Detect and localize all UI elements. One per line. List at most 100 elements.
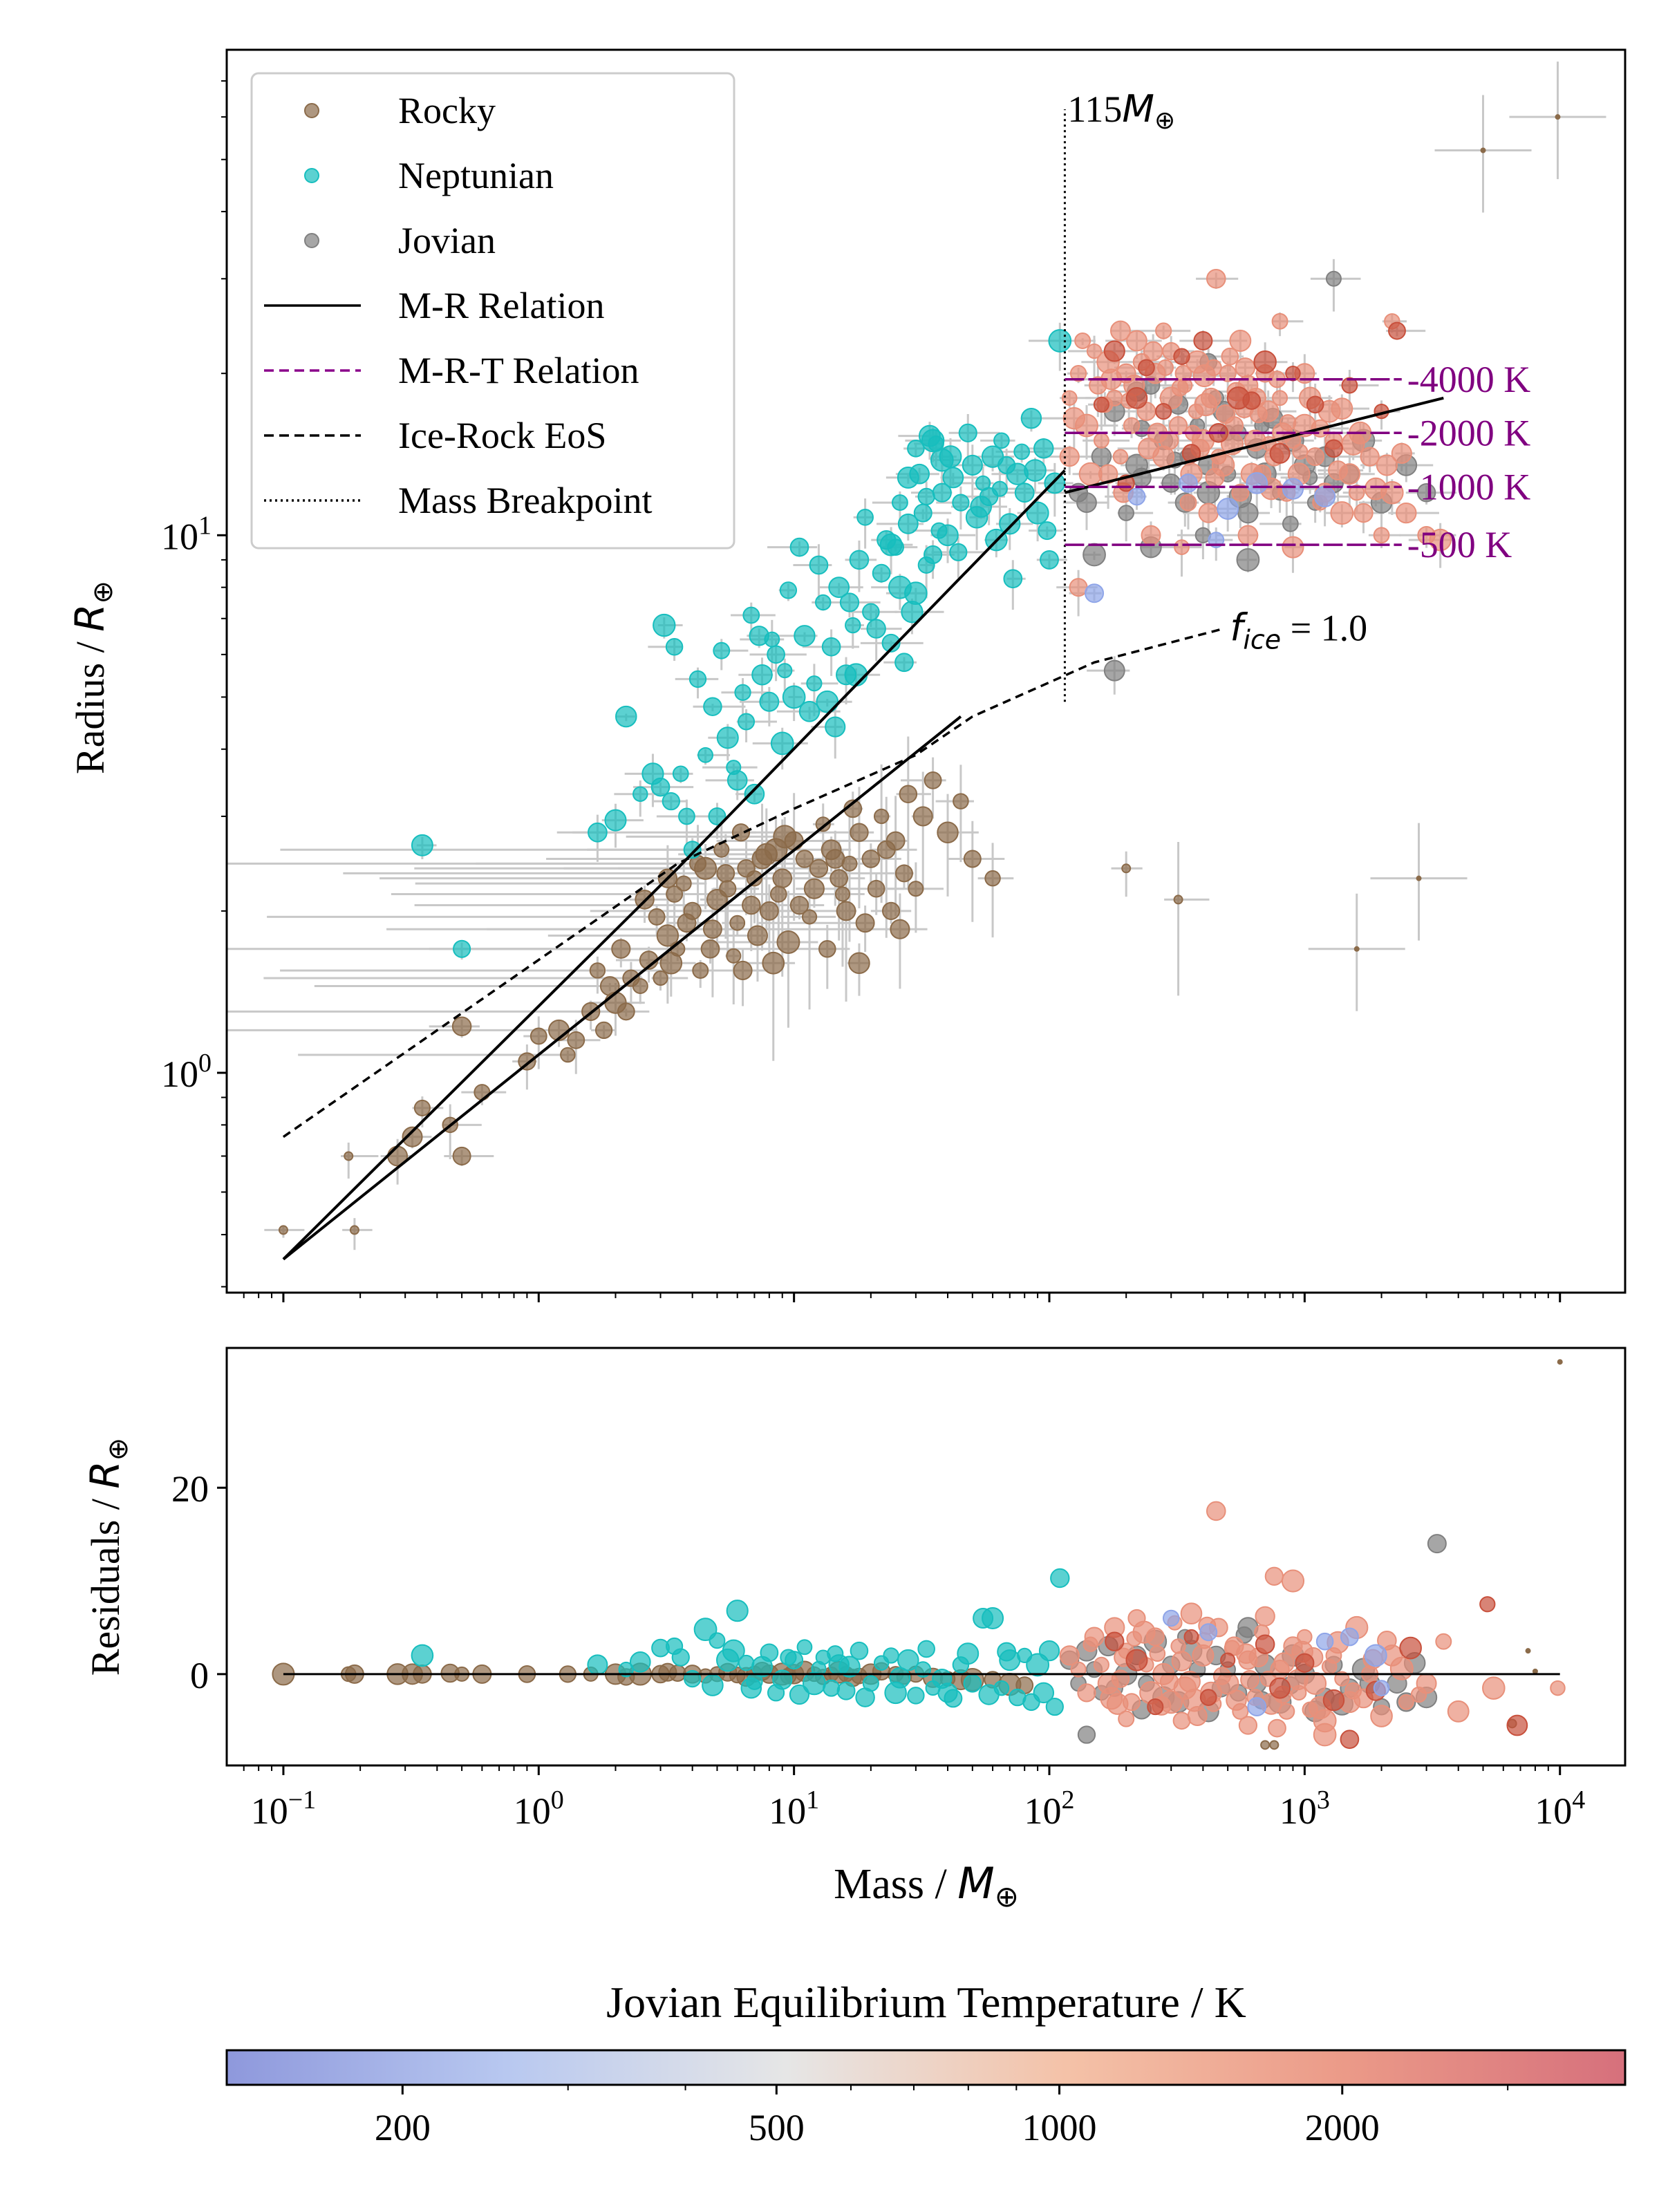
point-jovian-warm xyxy=(1112,449,1129,465)
point-jovian-warm xyxy=(1169,416,1188,435)
residual-y-axis-label: Residuals / R⊕ xyxy=(82,1438,134,1676)
point-rocky xyxy=(474,1084,491,1101)
point-rocky xyxy=(611,939,631,959)
point-jovian-warm xyxy=(1179,494,1197,512)
point-neptunian xyxy=(997,456,1016,475)
point-jovian-warm xyxy=(1272,390,1288,406)
point-neptunian xyxy=(958,423,977,442)
point-rocky xyxy=(789,895,809,915)
point-rocky xyxy=(855,913,875,933)
point-jovian-warm xyxy=(1271,312,1288,330)
point-neptunian xyxy=(615,705,637,728)
point-neptunian xyxy=(641,762,664,785)
point-rocky xyxy=(589,962,606,979)
point-neptunian xyxy=(917,487,935,506)
point-rocky xyxy=(692,962,709,979)
point-rocky xyxy=(713,841,730,858)
residual-point-neptunian xyxy=(1038,1640,1060,1662)
residual-point-jovian-warm xyxy=(1106,1693,1129,1715)
residual-point-neptunian xyxy=(740,1677,762,1699)
point-jovian-hot xyxy=(1093,396,1109,413)
legend: Rocky Neptunian Jovian M-R Relation M-R-T Re… xyxy=(250,72,735,550)
residual-point-jovian-warm xyxy=(1273,1652,1295,1674)
point-neptunian xyxy=(662,791,680,811)
point-rocky xyxy=(815,816,831,832)
point-jovian-warm xyxy=(1155,322,1172,339)
residual-point-jovian-hot xyxy=(1479,1596,1496,1613)
top-y-axis-label: Radius / R⊕ xyxy=(66,581,119,774)
colorbar-tick-label: 200 xyxy=(375,2107,431,2148)
point-rocky xyxy=(937,821,959,843)
point-jovian-warm xyxy=(1376,454,1398,476)
residual-point-jovian-warm xyxy=(1287,1669,1309,1691)
legend-frame xyxy=(250,72,735,550)
residual-point-neptunian xyxy=(629,1651,651,1673)
tick-base: 10 xyxy=(514,1790,551,1832)
residual-point-neptunian xyxy=(957,1642,980,1665)
point-jovian-hot xyxy=(1306,395,1324,414)
point-rocky xyxy=(795,850,814,868)
point-neptunian xyxy=(632,786,648,803)
point-rocky xyxy=(402,1126,423,1147)
tick-exp: 1 xyxy=(198,511,212,540)
colorbar-tick-label: 1000 xyxy=(1022,2107,1097,2148)
point-neptunian xyxy=(678,807,695,825)
point-rocky xyxy=(755,843,778,866)
residual-point-jovian-cool xyxy=(1199,1623,1218,1642)
residual-point-jovian-warm xyxy=(1255,1606,1275,1627)
point-neptunian xyxy=(897,467,919,489)
point-neptunian xyxy=(697,747,713,763)
legend-label: Ice-Rock EoS xyxy=(398,415,606,456)
residuals-panel: 020 10−1 100 101 102 103 104 Residuals / R⊕ M… xyxy=(82,1347,1627,1913)
y-tick-label: 100 xyxy=(161,1049,212,1095)
mrt-label: -500 K xyxy=(1407,524,1512,565)
point-jovian-hot xyxy=(1125,386,1148,409)
residual-point-neptunian xyxy=(796,1639,813,1656)
residual-point-neptunian xyxy=(850,1641,869,1660)
residual-point-jovian-warm xyxy=(1321,1658,1338,1675)
point-jovian-warm xyxy=(1349,485,1365,501)
point-neptunian xyxy=(1038,521,1057,541)
point-jovian-warm xyxy=(1360,447,1380,467)
point-neptunian xyxy=(828,577,850,599)
residual-point-jovian-hot xyxy=(1255,1634,1275,1654)
point-jovian-warm xyxy=(1396,502,1417,524)
residual-point-jovian-warm xyxy=(1370,1705,1393,1727)
point-jovian-cool xyxy=(1179,474,1198,493)
point-rocky xyxy=(567,1031,585,1049)
residual-point-neptunian xyxy=(811,1660,827,1676)
colorbar: Jovian Equilibrium Temperature / K 200 50… xyxy=(225,1978,1627,2148)
point-rocky xyxy=(924,771,942,789)
residual-point-neptunian xyxy=(722,1639,745,1662)
point-rocky xyxy=(803,878,825,899)
mrt-temperature-labels: -4000 K -2000 K -1000 K -500 K xyxy=(1407,359,1530,565)
point-neptunian xyxy=(1033,438,1054,459)
point-rocky xyxy=(648,908,666,926)
point-rocky xyxy=(908,881,924,897)
point-jovian-warm xyxy=(1364,477,1387,500)
residual-point-rocky xyxy=(1260,1740,1271,1750)
point-rocky xyxy=(529,1027,547,1045)
tick-base: 10 xyxy=(1024,1790,1062,1832)
point-outlier xyxy=(1480,147,1486,153)
point-rocky xyxy=(518,1052,536,1071)
point-neptunian xyxy=(999,513,1021,535)
point-rocky xyxy=(836,901,856,921)
point-neptunian xyxy=(856,508,874,526)
residual-point-neptunian xyxy=(883,1647,899,1664)
residual-point-neptunian xyxy=(1033,1682,1055,1704)
point-rocky xyxy=(747,925,768,946)
point-jovian-hot xyxy=(1138,359,1155,377)
residual-point-jovian-warm xyxy=(1226,1689,1247,1711)
point-neptunian xyxy=(881,633,901,653)
point-jovian xyxy=(1161,474,1181,493)
point-neptunian xyxy=(970,496,993,518)
point-neptunian xyxy=(767,645,785,664)
point-rocky xyxy=(653,970,668,986)
point-neptunian xyxy=(1003,569,1023,589)
residual-point-jovian-warm xyxy=(1377,1631,1397,1651)
point-neptunian xyxy=(789,537,809,557)
point-rocky xyxy=(451,1016,472,1037)
residual-point-jovian-warm xyxy=(1240,1670,1259,1689)
point-jovian-warm xyxy=(1328,460,1348,480)
